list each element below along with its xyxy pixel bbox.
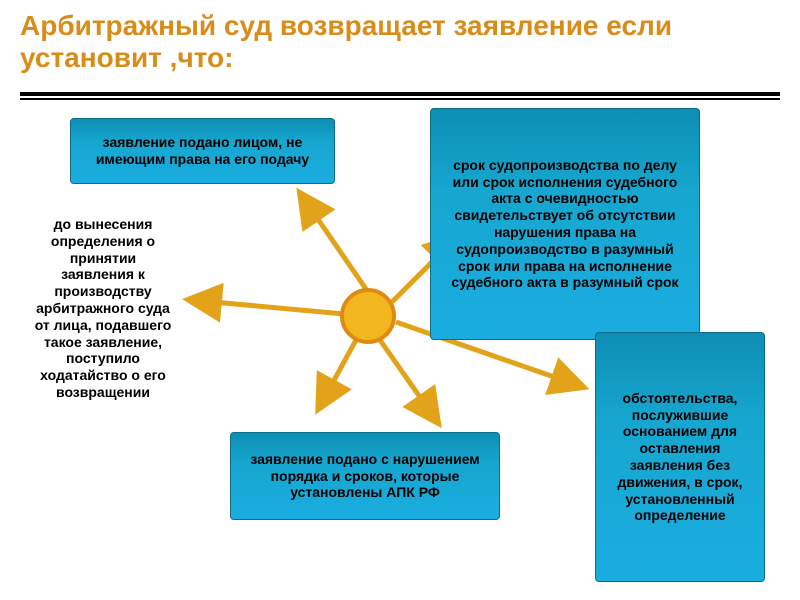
hub-circle [340,288,396,344]
reason-box-4: обстоятельства, послужившие основанием д… [595,332,765,582]
reason-label-left: до вынесения определения о принятии заяв… [28,212,178,592]
page-title: Арбитражный суд возвращает заявление есл… [20,10,780,74]
reason-box-3: заявление подано с нарушением порядка и … [230,432,500,520]
reason-box-2: срок судопроизводства по делу или срок и… [430,108,700,340]
title-underline [20,92,780,100]
reason-box-1: заявление подано лицом, не имеющим права… [70,118,335,184]
